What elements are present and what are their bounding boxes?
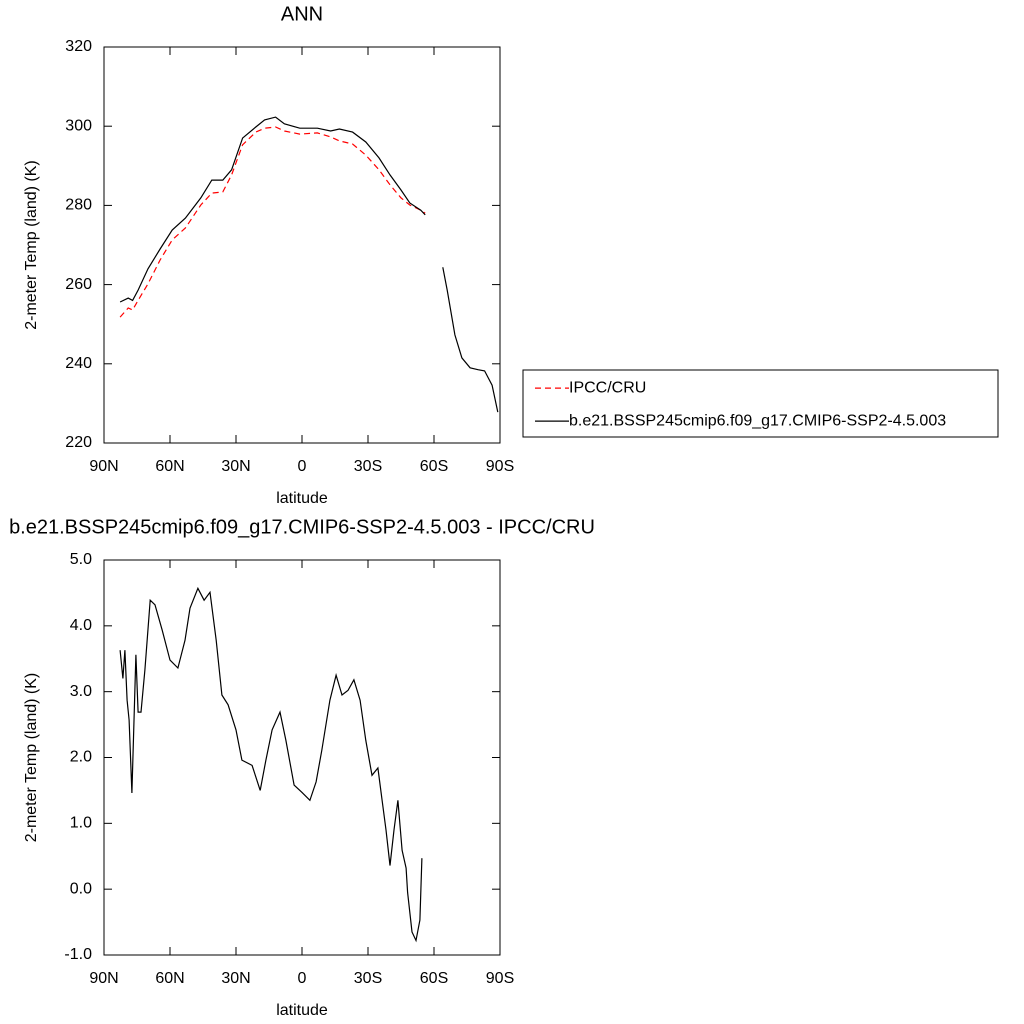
x-tick-label: 0 [298, 970, 307, 987]
legend-box [522, 369, 999, 438]
x-axis-label: latitude [276, 1002, 328, 1019]
y-tick-label: 280 [65, 197, 92, 214]
y-tick-label: 5.0 [70, 551, 92, 568]
y-tick-label: 0.0 [70, 880, 92, 897]
x-tick-label: 30N [221, 970, 250, 987]
x-tick-label: 90S [486, 458, 514, 475]
y-axis-label: 2-meter Temp (land) (K) [23, 673, 40, 843]
x-tick-label: 60S [420, 970, 448, 987]
x-tick-label: 0 [298, 458, 307, 475]
y-tick-label: 320 [65, 38, 92, 55]
data-line [119, 126, 426, 318]
x-tick-label: 30S [354, 458, 382, 475]
x-tick-label: 30N [221, 458, 250, 475]
y-tick-label: 3.0 [70, 683, 92, 700]
data-line [119, 586, 423, 943]
chart-title: b.e21.BSSP245cmip6.f09_g17.CMIP6-SSP2-4.… [9, 516, 595, 538]
legend-label: IPCC/CRU [569, 379, 646, 396]
x-tick-label: 90N [89, 970, 118, 987]
plot-frame [103, 46, 501, 444]
y-tick-label: 220 [65, 434, 92, 451]
y-tick-label: 4.0 [70, 617, 92, 634]
x-tick-label: 90N [89, 458, 118, 475]
x-tick-label: 60S [420, 458, 448, 475]
plot-frame [103, 559, 501, 956]
y-tick-label: -1.0 [64, 946, 92, 963]
y-tick-label: 300 [65, 117, 92, 134]
chart-title: ANN [281, 3, 323, 25]
x-tick-label: 60N [155, 970, 184, 987]
x-axis-label: latitude [276, 490, 328, 507]
legend-label: b.e21.BSSP245cmip6.f09_g17.CMIP6-SSP2-4.… [569, 412, 946, 429]
y-tick-label: 260 [65, 276, 92, 293]
y-tick-label: 2.0 [70, 749, 92, 766]
x-tick-label: 30S [354, 970, 382, 987]
y-tick-label: 1.0 [70, 815, 92, 832]
data-line [119, 116, 499, 413]
y-tick-label: 240 [65, 355, 92, 372]
x-tick-label: 60N [155, 458, 184, 475]
y-axis-label: 2-meter Temp (land) (K) [23, 160, 40, 330]
x-tick-label: 90S [486, 970, 514, 987]
